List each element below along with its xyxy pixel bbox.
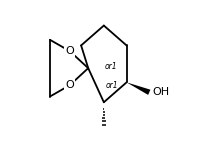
Text: or1: or1 bbox=[106, 81, 119, 90]
Text: or1: or1 bbox=[105, 61, 117, 71]
Text: OH: OH bbox=[153, 87, 170, 97]
Text: O: O bbox=[65, 46, 74, 56]
Polygon shape bbox=[127, 82, 150, 95]
Text: O: O bbox=[65, 80, 74, 90]
